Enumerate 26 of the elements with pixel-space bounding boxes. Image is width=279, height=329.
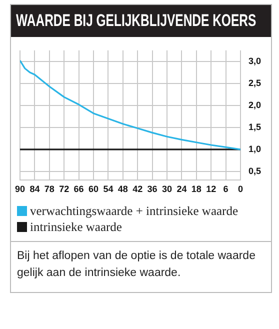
x-tick-label: 60 bbox=[88, 184, 99, 194]
y-tick-label: 1,5 bbox=[248, 122, 262, 132]
x-tick-label: 54 bbox=[103, 184, 114, 194]
x-tick-label: 18 bbox=[191, 184, 202, 194]
legend-label: verwachtingswaarde + intrinsieke waarde bbox=[30, 203, 238, 219]
x-tick-label: 90 bbox=[15, 184, 26, 194]
legend-label: intrinsieke waarde bbox=[30, 219, 122, 235]
y-tick-label: 1,0 bbox=[248, 144, 262, 154]
x-tick-label: 0 bbox=[238, 184, 243, 194]
chart-title: WAARDE BIJ GELIJKBLIJVENDE KOERS bbox=[15, 11, 256, 31]
x-tick-label: 12 bbox=[206, 184, 216, 194]
y-tick-label: 3,0 bbox=[248, 56, 262, 66]
x-tick-label: 36 bbox=[147, 184, 158, 194]
x-tick-label: 24 bbox=[176, 184, 187, 194]
x-tick-label: 42 bbox=[132, 184, 143, 194]
x-tick-label: 78 bbox=[44, 184, 54, 194]
y-tick-label: 2,5 bbox=[248, 78, 262, 88]
y-tick-label: 0,5 bbox=[248, 166, 262, 176]
x-tick-label: 48 bbox=[118, 184, 128, 194]
y-tick-label: 2,0 bbox=[248, 100, 262, 110]
text: Bij het aflopen van de optie is de totale waarde gelijk aan de intrinsieke waarde. bbox=[11, 241, 271, 292]
x-tick-label: 84 bbox=[30, 184, 40, 194]
x-tick-label: 72 bbox=[59, 184, 70, 194]
x-tick-label: 66 bbox=[74, 184, 84, 194]
x-tick-label: 6 bbox=[223, 184, 228, 194]
x-tick-label: 30 bbox=[162, 184, 172, 194]
